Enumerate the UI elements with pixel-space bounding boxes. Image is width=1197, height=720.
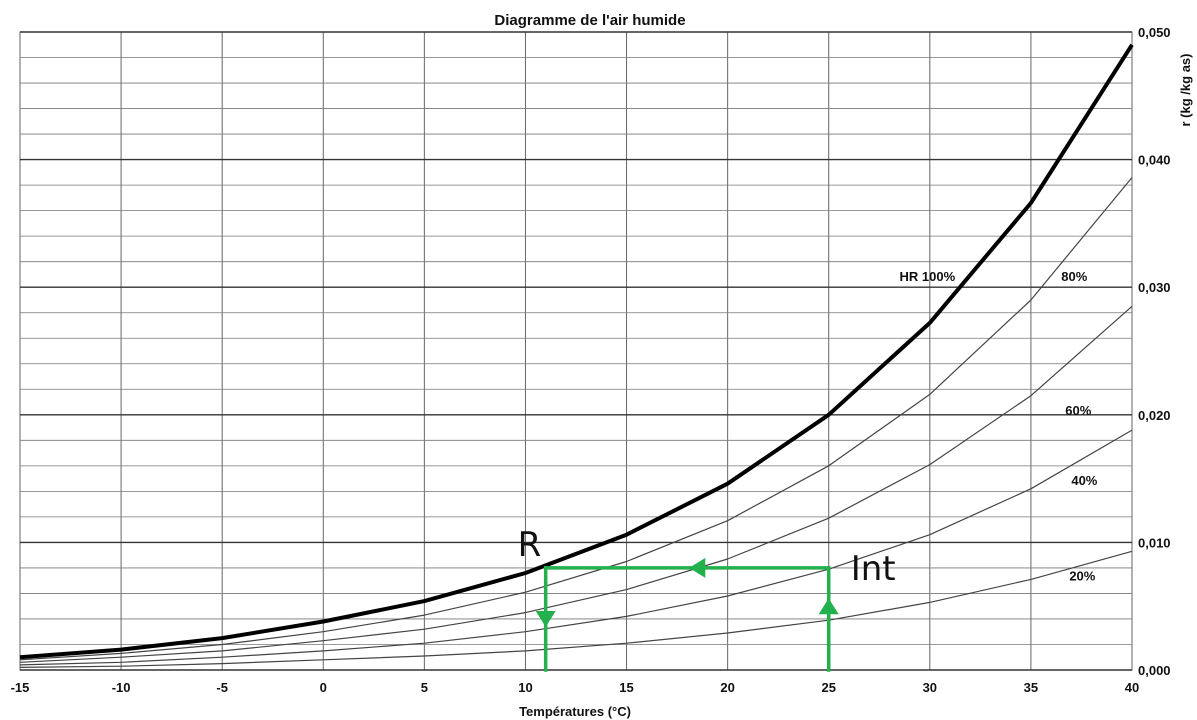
process-arrow [535,611,556,627]
annotations: R Int [518,525,896,672]
process-arrow [689,557,706,578]
point-label-r: R [518,525,542,565]
curve-label: 20% [1069,569,1095,584]
curve-80 [19,177,1133,661]
curve-40 [19,429,1133,666]
x-tick-labels: -15 -10 -5 0 5 10 15 20 25 30 35 40 [11,680,1140,695]
x-tick-label: 30 [923,680,937,695]
humidity-curves [19,43,1134,668]
curve-label: 60% [1065,403,1091,418]
x-tick-label: -5 [216,680,228,695]
curve-hr-100 [19,43,1134,660]
x-tick-label: 35 [1024,680,1038,695]
y-tick-label: 0,010 [1138,535,1171,550]
x-tick-label: 20 [720,680,734,695]
y-tick-label: 0,030 [1138,280,1171,295]
x-tick-label: 5 [421,680,428,695]
y-tick-label: 0,000 [1138,663,1171,678]
y-tick-label: 0,050 [1138,25,1171,40]
x-axis-label: Températures (°C) [519,704,631,719]
x-tick-label: 40 [1125,680,1139,695]
x-tick-label: -10 [112,680,131,695]
chart-title: Diagramme de l'air humide [494,12,685,29]
curve-60 [19,305,1133,663]
point-label-int: Int [851,549,896,589]
y-axis-label: r (kg /kg as) [1178,54,1193,127]
y-tick-labels: 0,000 0,010 0,020 0,030 0,040 0,050 [1138,25,1171,678]
x-tick-label: 15 [619,680,633,695]
x-tick-label: 25 [821,680,835,695]
curve-labels: HR 100% 80% 60% 40% 20% [899,269,1097,584]
x-tick-label: -15 [11,680,30,695]
x-tick-label: 10 [518,680,532,695]
y-tick-label: 0,020 [1138,408,1171,423]
curve-label: HR 100% [899,269,955,284]
curve-label: 40% [1071,473,1097,488]
y-tick-label: 0,040 [1138,153,1171,168]
curve-label: 80% [1061,269,1087,284]
process-arrow [818,598,839,615]
curve-20 [19,550,1133,668]
plot-frame [19,31,1133,671]
x-tick-label: 0 [320,680,327,695]
grid [19,31,1133,671]
